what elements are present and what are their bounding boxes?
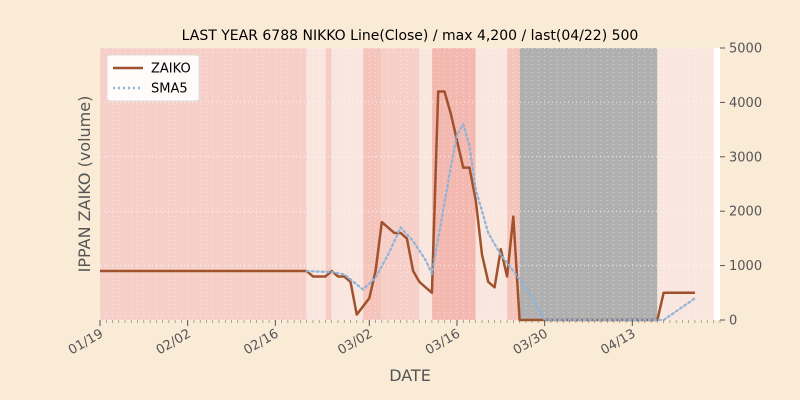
- y-tick-label: 4000: [729, 96, 762, 111]
- legend-label-zaiko: ZAIKO: [151, 62, 191, 77]
- x-axis-title: DATE: [389, 366, 431, 385]
- y-tick-label: 5000: [729, 42, 762, 57]
- background-band-1: [306, 48, 326, 320]
- legend-label-sma5: SMA5: [151, 82, 188, 97]
- chart-title: LAST YEAR 6788 NIKKO Line(Close) / max 4…: [182, 28, 639, 44]
- background-band-2: [325, 48, 332, 320]
- y-axis: 0 1000 2000 3000 4000 5000: [720, 42, 762, 329]
- y-axis-title: IPPAN ZAIKO (volume): [75, 96, 94, 273]
- background-band-11: [657, 48, 714, 320]
- y-tick-label: 2000: [729, 205, 762, 220]
- y-tick-label: 1000: [729, 259, 762, 274]
- series-line-zaiko: [100, 90, 695, 322]
- plot-area: [99, 47, 721, 322]
- series-line-sma5: [305, 123, 697, 322]
- legend-box: [106, 54, 200, 102]
- background-bands: [100, 48, 714, 320]
- legend: ZAIKO SMA5: [106, 54, 200, 102]
- background-band-8: [475, 48, 508, 320]
- y-tick-label: 3000: [729, 150, 762, 165]
- y-tick-label: 0: [729, 314, 737, 329]
- series-lines: [100, 90, 697, 322]
